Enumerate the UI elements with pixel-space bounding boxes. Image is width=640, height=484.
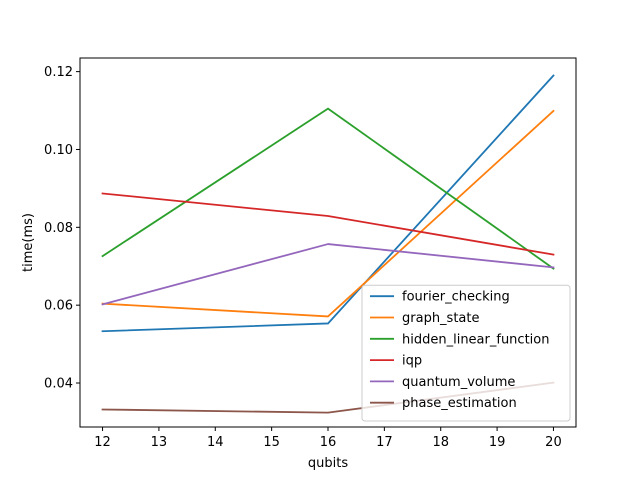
legend-label-graph_state: graph_state	[402, 311, 480, 326]
x-tick-label: 17	[376, 435, 393, 450]
series-layer	[101, 74, 555, 414]
y-tick-label: 0.06	[44, 299, 73, 314]
x-tick-label: 12	[94, 435, 111, 450]
series-line-graph_state	[101, 109, 555, 318]
y-tick-label: 0.10	[44, 143, 73, 158]
legend-label-hidden_linear_function: hidden_linear_function	[402, 332, 549, 347]
legend-label-phase_estimation: phase_estimation	[402, 396, 517, 411]
series-line-quantum_volume	[101, 243, 555, 306]
x-tick-label: 15	[263, 435, 280, 450]
series-line-hidden_linear_function	[101, 107, 555, 270]
x-tick-label: 16	[320, 435, 337, 450]
legend-box	[361, 284, 571, 422]
y-tick-label: 0.08	[44, 221, 73, 236]
legend-label-quantum_volume: quantum_volume	[402, 375, 515, 390]
x-axis-label: qubits	[308, 456, 348, 471]
legend-label-iqp: iqp	[402, 354, 422, 369]
y-tick-label: 0.12	[44, 65, 73, 80]
x-tick-label: 20	[545, 435, 562, 450]
x-axis-ticks: 12 13 14 15 16 17 18 19 20	[94, 427, 562, 450]
x-tick-label: 18	[432, 435, 449, 450]
legend: fourier_checking graph_state hidden_linear…	[361, 284, 571, 422]
y-axis-label: time(ms)	[21, 213, 36, 272]
y-axis-ticks: 0.04 0.06 0.08 0.10 0.12	[44, 65, 80, 392]
x-tick-label: 19	[489, 435, 506, 450]
series-line-iqp	[101, 192, 555, 256]
series-line-fourier_checking	[101, 74, 555, 333]
x-tick-label: 14	[207, 435, 224, 450]
x-tick-label: 13	[151, 435, 168, 450]
legend-label-fourier_checking: fourier_checking	[402, 290, 510, 305]
y-tick-label: 0.04	[44, 377, 73, 392]
